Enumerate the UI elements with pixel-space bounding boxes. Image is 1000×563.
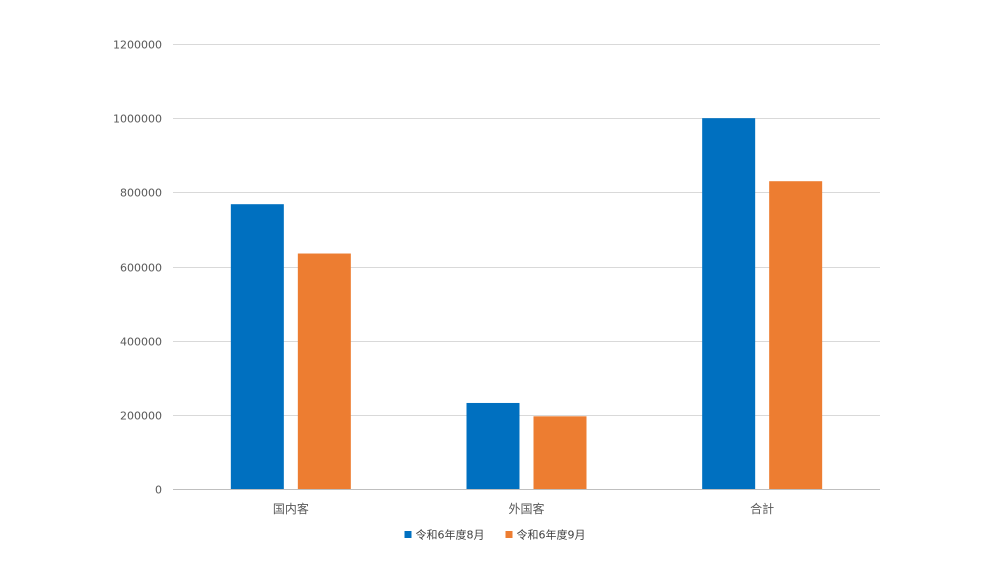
- bar: [533, 416, 587, 489]
- x-axis-categories: 国内客 外国客 合計: [273, 501, 774, 516]
- legend-swatch: [404, 531, 412, 538]
- x-category-label: 国内客: [273, 501, 309, 516]
- y-tick-label: 600000: [120, 262, 162, 275]
- legend: 令和6年度8月 令和6年度9月: [404, 528, 586, 542]
- y-tick-label: 1000000: [113, 113, 162, 126]
- bar: [702, 118, 756, 490]
- bars: [230, 118, 823, 490]
- bar: [466, 402, 520, 489]
- gridlines: [173, 44, 880, 416]
- legend-item: 令和6年度9月: [505, 528, 586, 542]
- legend-label: 令和6年度8月: [416, 528, 485, 542]
- y-tick-label: 0: [155, 484, 162, 497]
- y-axis-ticks: 0 200000 400000 600000 800000 1000000 1200000: [113, 39, 162, 497]
- y-tick-label: 400000: [120, 336, 162, 349]
- bar: [230, 204, 284, 489]
- legend-swatch: [505, 531, 513, 538]
- x-category-label: 合計: [750, 501, 774, 516]
- bar: [297, 253, 351, 489]
- x-category-label: 外国客: [508, 501, 544, 516]
- y-tick-label: 800000: [120, 187, 162, 200]
- y-tick-label: 200000: [120, 410, 162, 423]
- bar: [769, 181, 823, 490]
- legend-item: 令和6年度8月: [404, 528, 485, 542]
- y-tick-label: 1200000: [113, 39, 162, 52]
- legend-label: 令和6年度9月: [517, 528, 586, 542]
